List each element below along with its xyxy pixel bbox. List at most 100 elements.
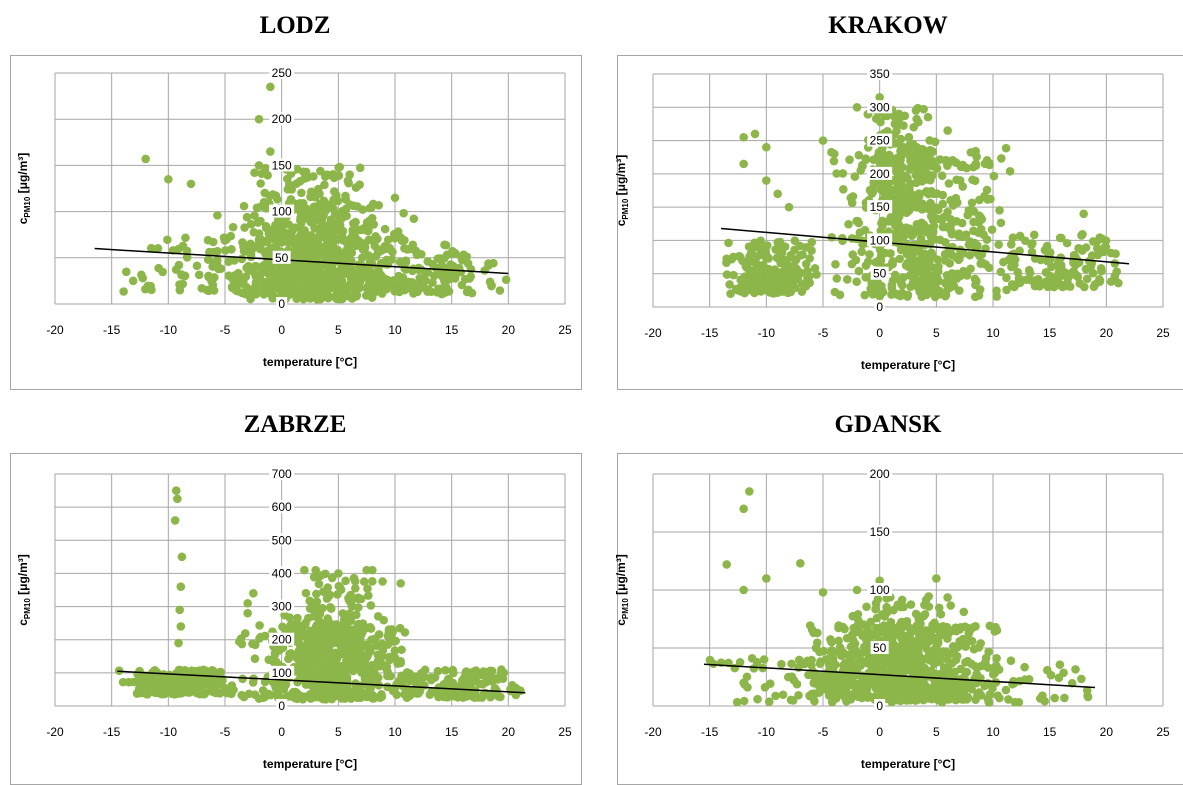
data-point [345,170,354,179]
data-point [487,281,496,291]
y-tick-label-background [276,297,288,310]
data-point [317,207,327,217]
data-point [346,598,356,608]
data-point [349,271,358,281]
data-point [203,255,213,264]
data-point [366,601,376,610]
data-point [961,637,971,647]
data-point [932,574,941,583]
data-point [996,218,1006,228]
data-point [306,689,315,699]
data-point [425,690,435,700]
data-point [840,624,849,634]
x-tick-labels: -20 -15 -10 -5 0 5 10 15 20 25 [46,725,572,739]
y-tick-label: 100 [870,583,890,597]
data-point [355,163,365,173]
data-point [383,235,393,245]
data-point [258,267,268,277]
data-point [241,272,251,282]
y-tick-label: 200 [870,167,890,181]
data-point [1040,245,1050,255]
data-point [852,216,861,226]
data-point [336,621,345,631]
data-point [883,607,892,617]
x-tick-label: 25 [1156,725,1170,739]
data-point [851,646,860,655]
data-point [947,269,957,278]
data-point [1062,238,1072,248]
y-tick-label: 0 [876,699,883,713]
data-point [439,682,448,691]
data-point [249,589,258,598]
data-point [964,206,974,215]
data-point [739,585,748,595]
data-point [962,271,972,280]
data-point [739,132,748,142]
data-point [951,158,961,168]
data-point [759,276,769,286]
data-point [890,201,900,210]
data-point [928,147,938,157]
data-point [923,112,933,122]
data-point [283,174,292,184]
data-point [861,634,871,644]
data-point [1100,242,1110,252]
chart-panel-zabrze: ZABRZE 0 100 200 300 400 500 600 700 -20 -15 -10 -5… [0,393,590,785]
data-point [854,616,863,625]
data-point [739,696,749,706]
data-point [209,680,219,690]
data-point [722,560,731,569]
data-point [292,179,301,189]
data-point [851,255,861,265]
data-point [308,212,318,222]
data-point [898,182,908,192]
data-point [382,255,391,265]
data-point [392,690,402,700]
x-tick-label: 5 [335,725,342,739]
data-point [920,663,929,673]
data-point [236,279,245,288]
data-point [501,275,511,285]
data-point [368,565,377,575]
data-point [985,159,994,168]
data-point [897,633,906,643]
data-point [298,631,308,640]
data-point [986,194,995,204]
data-point [296,199,306,209]
data-point [310,632,319,642]
data-point [1041,268,1051,277]
data-point [205,247,214,257]
chart-panel-gdansk: GDANSK 0 50 100 150 200 -20 -15 -10 -5 0 5 10 15 20 25… [593,393,1183,785]
data-point [745,487,754,496]
data-point [159,670,169,679]
y-tick-label-background [269,599,295,613]
data-point [383,682,392,692]
data-point [326,604,336,613]
data-point [328,628,337,638]
data-point [301,588,311,598]
data-point [398,278,408,287]
data-point [496,668,506,677]
data-point [306,680,316,690]
y-tick-label-background [269,500,295,514]
data-points [705,487,1093,707]
data-point [912,650,922,660]
x-axis-title: temperature [°C] [861,757,955,771]
y-tick-label-background [867,166,893,180]
data-point [971,695,980,705]
data-point [920,249,930,258]
data-point [194,270,204,280]
y-tick-label: 0 [278,297,285,311]
data-point [910,626,920,635]
data-point [317,271,327,281]
data-point [936,630,945,640]
data-point [316,166,325,176]
data-point [397,645,406,655]
data-point [870,655,880,664]
data-point [900,688,909,697]
data-point [854,150,864,160]
data-point [938,199,948,209]
data-point [146,243,156,253]
data-point [788,263,797,272]
y-tick-label-background [867,200,893,214]
